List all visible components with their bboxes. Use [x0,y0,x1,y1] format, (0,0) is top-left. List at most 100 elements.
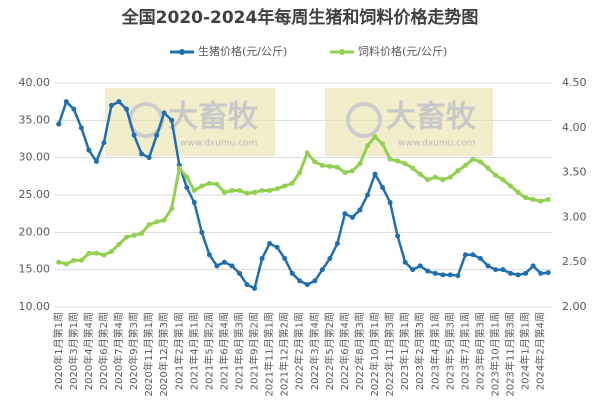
point [515,272,521,278]
point [116,99,122,105]
x-tick-label: 2023年10月第1周 [489,312,502,397]
point [342,211,348,217]
x-tick-label: 2021年5月第2周 [202,312,215,390]
point [56,121,62,127]
point [387,199,393,205]
point [410,267,416,273]
point [78,257,84,263]
point [297,278,303,284]
point [56,259,62,265]
point [440,177,446,183]
point [244,190,250,196]
point [259,255,265,261]
point [108,102,114,108]
point [493,267,499,273]
x-tick-label: 2023年4月第1周 [428,312,441,390]
point [124,234,130,240]
point [108,248,114,254]
point [101,140,107,146]
y-tick-label: 35.00 [19,113,51,126]
point [387,156,393,162]
x-tick-label: 2022年2月第1周 [293,312,306,390]
point [530,263,536,269]
x-tick-label: 2022年6月第4周 [338,312,351,390]
point [455,273,461,279]
y2-tick-label: 3.00 [562,210,587,223]
y-tick-label: 15.00 [19,263,51,276]
point [425,268,431,274]
point [402,259,408,265]
point [508,183,514,189]
legend-label: 饲料价格(元/公斤) [358,44,447,58]
point [432,174,438,180]
point [440,272,446,278]
point [176,165,182,171]
point [154,219,160,225]
point [485,165,491,171]
point [470,252,476,258]
x-tick-label: 2022年3月第4周 [308,312,321,390]
point [477,159,483,165]
x-tick-label: 2021年6月第4周 [217,312,230,390]
point [282,255,288,261]
point [274,244,280,250]
y2-tick-label: 2.50 [562,255,587,268]
point [432,270,438,276]
x-tick-label: 2023年5月第3周 [443,312,456,390]
point [297,170,303,176]
point [169,205,175,211]
point [199,183,205,189]
point [146,222,152,228]
x-tick-label: 2023年11月第3周 [504,312,517,397]
point [462,252,468,258]
point [372,134,378,140]
point [252,285,258,291]
point [523,270,529,276]
point [334,164,340,170]
point [417,263,423,269]
point [206,252,212,258]
point [319,162,325,168]
point [289,270,295,276]
point [395,158,401,164]
y2-tick-label: 4.00 [562,121,587,134]
point [455,168,461,174]
point [327,255,333,261]
x-tick-label: 2020年11月第1周 [142,312,155,397]
point [259,188,265,194]
point [282,183,288,189]
point [221,259,227,265]
point [184,185,190,191]
x-tick-label: 2023年7月第1周 [458,312,471,390]
point [289,180,295,186]
point [380,185,386,191]
x-tick-label: 2020年12月第3周 [157,312,170,397]
point [131,132,137,138]
x-tick-label: 2020年4月第4周 [82,312,95,390]
y2-tick-label: 4.50 [562,76,587,89]
watermark-logo [346,102,382,138]
legend-label: 生猪价格(元/公斤) [198,44,287,58]
point [139,151,145,157]
point [334,241,340,247]
y-tick-label: 30.00 [19,151,51,164]
point [349,168,355,174]
x-tick-label: 2021年4月第1周 [187,312,200,390]
watermark-text: 大畜牧 [168,100,259,135]
point [139,231,145,237]
point [63,261,69,267]
x-tick-label: 2020年7月第4周 [112,312,125,390]
x-tick-label: 2022年8月第3周 [353,312,366,390]
point [410,165,416,171]
point [252,189,258,195]
x-tick-label: 2020年9月第3周 [127,312,140,390]
x-tick-label: 2023年8月第3周 [473,312,486,390]
point [304,282,310,288]
point [199,229,205,235]
point [274,186,280,192]
point [86,147,92,153]
point [229,263,235,269]
point [78,125,84,131]
point [71,257,77,263]
point [244,282,250,288]
